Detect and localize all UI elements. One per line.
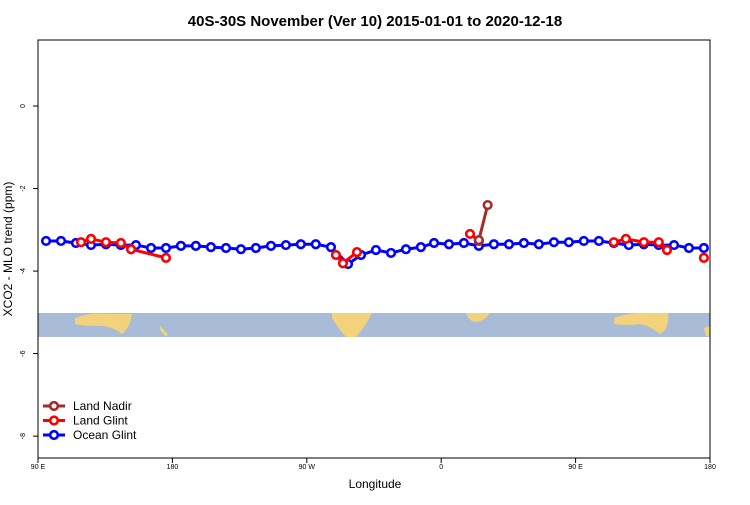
point [698,252,709,263]
land-shape [704,326,710,337]
legend-marker [48,400,60,412]
plot-frame [37,39,711,459]
series-line [477,204,490,241]
y-axis-label: XCO2 - MLO trend (ppm) [1,182,15,317]
point [638,237,649,248]
point [40,235,52,247]
point [115,237,126,249]
point [668,239,680,251]
point [518,237,530,249]
point [458,237,469,249]
point [145,242,157,254]
point [653,237,664,248]
point [85,233,97,244]
point [160,242,172,254]
point [55,235,67,247]
point [464,228,476,240]
point [488,239,500,250]
point [337,258,349,269]
point [100,237,112,248]
x-tick-label: 90 W [299,464,316,471]
y-tick-label: -4 [20,268,27,274]
point [400,244,412,255]
legend-label: Land Glint [73,414,128,428]
point [473,235,484,246]
x-tick-label: 90 E [568,464,583,471]
point [125,244,137,255]
point [235,244,247,255]
x-tick-label: 180 [167,464,179,471]
point [661,244,673,256]
point [330,249,342,261]
y-tick-label: -8 [20,433,27,439]
point [280,239,291,251]
point [578,235,589,247]
point [428,237,440,249]
legend-marker [48,415,60,426]
chart-title: 40S-30S November (Ver 10) 2015-01-01 to … [188,13,562,30]
point [310,239,321,250]
legend-label: Land Nadir [73,399,132,413]
point [385,247,397,259]
point [683,242,695,254]
ocean-background [38,313,710,337]
map-band [38,312,710,337]
x-tick-label: 90 E [31,464,46,471]
land-shape [466,313,490,322]
y-tick-label: -2 [20,185,27,191]
point [295,239,306,250]
y-tick-label: 0 [20,104,27,108]
point [443,239,455,250]
legend-label: Ocean Glint [73,428,137,442]
land-shape [332,313,372,337]
x-axis-label: Longitude [349,477,402,491]
point [190,240,201,252]
x-tick-label: 0 [439,464,443,471]
point [265,240,277,252]
point [351,246,363,258]
point [160,252,172,263]
point [250,242,261,254]
point [220,242,232,254]
land-shape [614,312,669,334]
point [548,237,560,248]
land-shape [160,326,168,337]
point [415,242,426,253]
point [325,242,337,253]
x-tick-label: 180 [704,464,716,471]
land-shape [75,313,132,334]
point [698,242,709,254]
y-tick-label: -6 [20,350,27,356]
point [608,237,619,248]
point [563,237,574,248]
point [533,239,544,250]
legend-marker [48,429,60,441]
point [620,233,632,244]
point [370,244,382,256]
point [175,240,187,252]
point [75,237,87,248]
point [593,235,604,247]
point [205,242,217,253]
point [482,199,493,211]
point [503,239,515,250]
